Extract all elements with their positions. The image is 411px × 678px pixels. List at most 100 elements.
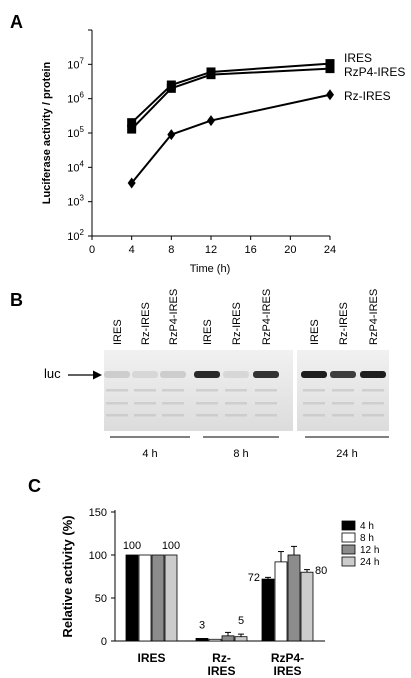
panel-c-legend-swatch — [341, 520, 356, 531]
luc-band — [132, 371, 158, 378]
panel-a-x-tick-label: 8 — [168, 244, 174, 256]
panel-c-bar — [261, 578, 275, 642]
panel-c-bar — [164, 554, 178, 642]
panel-a-series-line — [130, 62, 331, 124]
panel-c-legend-label: 4 h — [360, 521, 374, 532]
luc-band — [360, 371, 386, 378]
panel-a-x-axis-label: Time (h) — [190, 263, 231, 275]
panel-a-x-tick-label: 0 — [89, 244, 95, 256]
lane-label: RzP4-IRES — [261, 289, 273, 345]
panel-a-series-line — [130, 67, 331, 130]
background-band — [196, 414, 218, 417]
lane-label: IRES — [112, 319, 124, 345]
panel-a-legend-label: RzP4-IRES — [344, 65, 405, 79]
panel-a-y-tick-label: 106 — [67, 91, 84, 106]
background-band — [255, 389, 277, 392]
panel-a-point — [207, 115, 215, 127]
time-group-label: 4 h — [142, 448, 157, 460]
time-group-label: 24 h — [336, 448, 357, 460]
panel-a-point — [167, 129, 176, 141]
background-band — [106, 402, 128, 405]
panel-a-point — [127, 118, 137, 128]
background-band — [362, 414, 384, 417]
panel-a-x-tick-label: 4 — [129, 244, 135, 256]
panel-c-y-tick-label: 0 — [101, 636, 107, 648]
panel-c-legend-label: 24 h — [360, 557, 379, 568]
panel-a-y-tick-label: 102 — [67, 228, 84, 243]
background-band — [303, 414, 325, 417]
panel-c-legend-label: 8 h — [360, 533, 374, 544]
time-group-label: 8 h — [233, 448, 248, 460]
background-band — [332, 414, 354, 417]
background-band — [134, 402, 156, 405]
luc-band — [301, 371, 327, 378]
luc-band — [223, 371, 249, 378]
panel-c-y-tick-label: 150 — [89, 507, 107, 519]
background-band — [255, 414, 277, 417]
panel-a-point — [127, 124, 137, 134]
background-band — [255, 402, 277, 405]
background-band — [362, 389, 384, 392]
lane-label: RzP4-IRES — [368, 289, 380, 345]
panel-c-category-label: RzP4- — [271, 651, 304, 665]
panel-c-legend-label: 12 h — [360, 545, 379, 556]
background-band — [303, 389, 325, 392]
panel-c-letter: C — [28, 476, 41, 496]
background-band — [162, 389, 184, 392]
luc-arrow-head — [93, 370, 102, 380]
panel-c-bar — [125, 554, 139, 642]
lane-label: RzP4-IRES — [168, 289, 180, 345]
background-band — [134, 414, 156, 417]
background-band — [196, 389, 218, 392]
lane-label: Rz-IRES — [231, 302, 243, 345]
panel-b-western-blot: luc IRES Rz-IRES RzP4-IRES IRES Rz-IRES RzP4-… — [44, 289, 389, 460]
panel-c-data-label: 100 — [162, 540, 180, 552]
panel-a-x-tick-label: 16 — [245, 244, 257, 256]
panel-a-point — [325, 64, 335, 74]
luc-band — [104, 371, 130, 378]
panel-c-legend-swatch — [341, 556, 356, 567]
panel-c-data-label: 5 — [238, 615, 244, 627]
panel-c-data-label: 3 — [199, 619, 205, 631]
background-band — [332, 389, 354, 392]
luc-band — [160, 371, 186, 378]
lane-label: Rz-IRES — [338, 302, 350, 345]
background-band — [106, 389, 128, 392]
panel-a-y-tick-label: 104 — [67, 159, 84, 174]
panel-a-point — [206, 70, 216, 80]
background-band — [162, 414, 184, 417]
panel-c-bar-chart: Relative activity (%) 0 50 100 150 100 100 3 5 7… — [60, 507, 379, 678]
panel-b-letter: B — [10, 290, 23, 310]
panel-c-y-tick-label: 100 — [89, 550, 107, 562]
background-band — [225, 389, 247, 392]
panel-a-x-tick-label: 12 — [205, 244, 217, 256]
lane-label: IRES — [309, 319, 321, 345]
background-band — [225, 402, 247, 405]
panel-c-y-axis-label: Relative activity (%) — [60, 515, 75, 637]
panel-c-bar — [138, 554, 152, 642]
panel-a-series-line — [130, 93, 331, 184]
panel-a-legend-label: Rz-IRES — [344, 89, 391, 103]
panel-c-category-label: Rz- — [212, 651, 231, 665]
panel-a-letter: A — [10, 12, 23, 32]
panel-c-legend-swatch — [341, 544, 356, 555]
panel-c-category-label: IRES — [207, 664, 235, 678]
luc-band — [253, 371, 279, 378]
luc-band — [330, 371, 356, 378]
lane-label: IRES — [202, 319, 214, 345]
background-band — [106, 414, 128, 417]
panel-a-point — [326, 89, 334, 101]
panel-c-bar — [287, 554, 301, 642]
panel-c-bar — [208, 638, 222, 642]
panel-a-point — [166, 83, 176, 93]
panel-c-data-label: 80 — [315, 565, 327, 577]
panel-c-category-label: IRES — [273, 664, 301, 678]
background-band — [162, 402, 184, 405]
panel-a-x-tick-label: 20 — [284, 244, 296, 256]
panel-a-legend-label: IRES — [344, 51, 372, 65]
panel-c-data-label: 100 — [123, 540, 141, 552]
panel-c-data-label: 72 — [248, 572, 260, 584]
luc-band — [194, 371, 220, 378]
luc-marker-label: luc — [44, 366, 61, 381]
panel-a-line-chart: Luciferase activity / protein Time (h) 0… — [41, 29, 405, 275]
